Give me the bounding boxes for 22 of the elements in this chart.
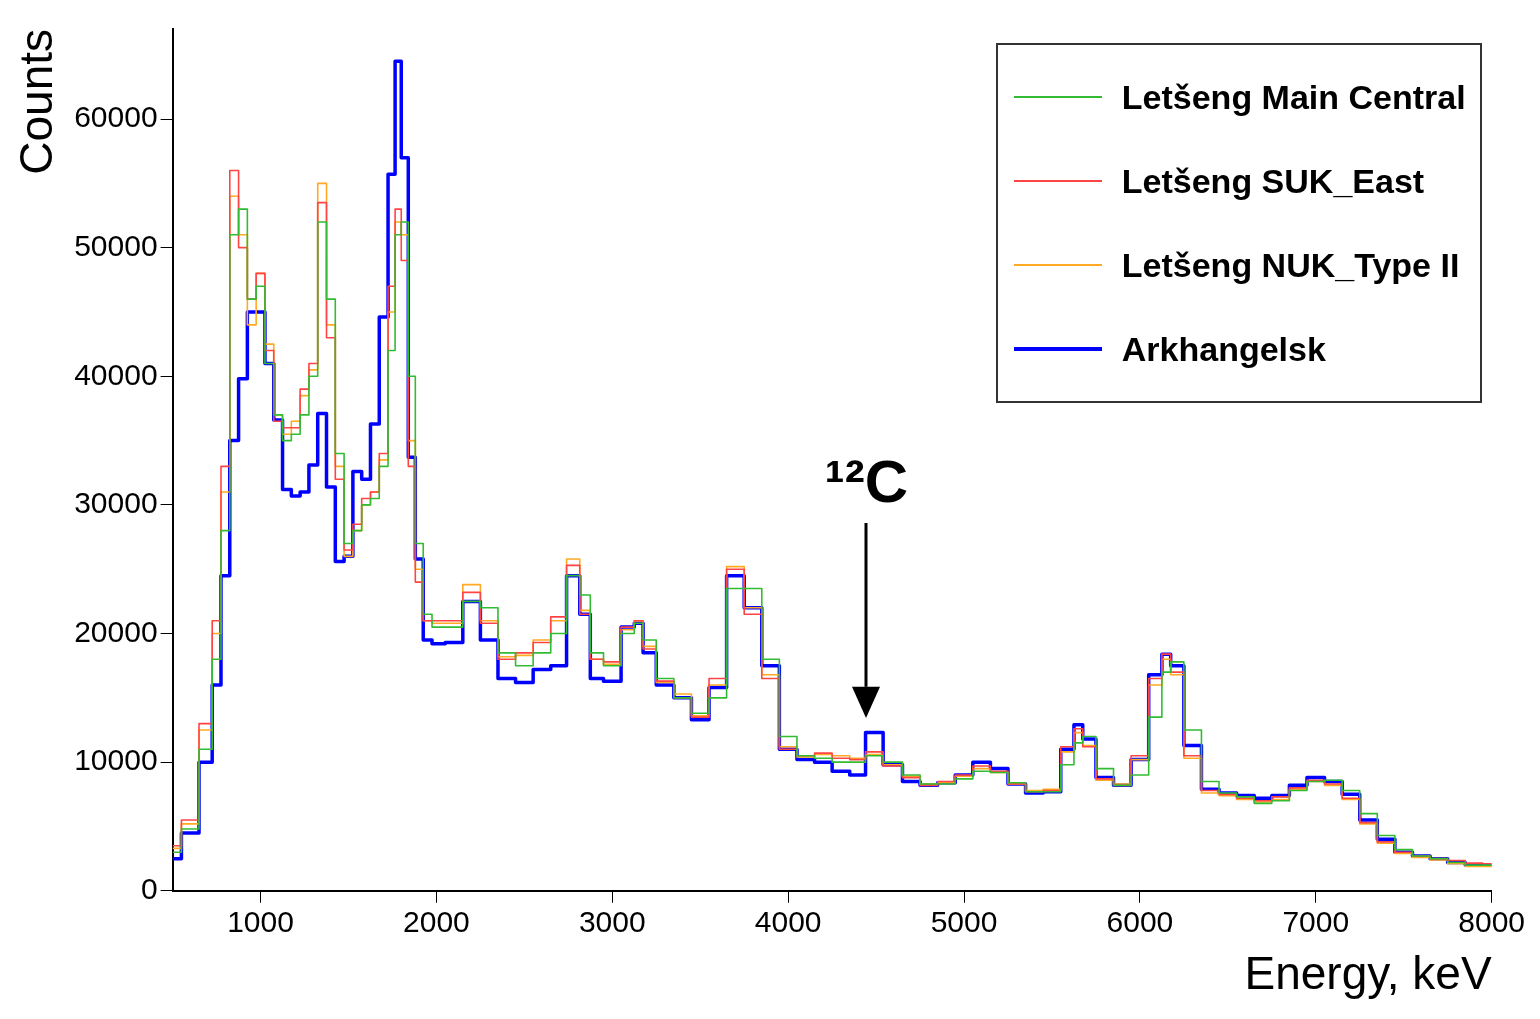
legend-label: Arkhangelsk	[1121, 329, 1326, 369]
legend-label: Letšeng SUK_East	[1121, 161, 1425, 201]
x-tick-label: 1000	[227, 905, 294, 939]
y-tick-label: 30000	[74, 486, 158, 520]
legend-label: Letšeng Main Central	[1121, 77, 1466, 117]
y-tick-label: 60000	[74, 100, 158, 134]
y-axis-title: Counts	[10, 29, 63, 175]
y-tick-label: 10000	[74, 743, 158, 777]
y-tick-label: 40000	[74, 357, 158, 391]
legend-label: Letšeng NUK_Type II	[1121, 245, 1460, 285]
x-tick-label: 5000	[930, 905, 998, 939]
y-tick-label: 0	[140, 872, 158, 906]
x-tick-label: 8000	[1458, 905, 1526, 939]
x-tick-label: 6000	[1106, 905, 1174, 939]
x-tick-label: 7000	[1282, 905, 1350, 939]
y-tick-label: 20000	[74, 614, 158, 648]
annotation: ¹²C	[824, 447, 909, 515]
x-tick-label: 2000	[403, 905, 470, 939]
y-tick-label: 50000	[74, 228, 158, 262]
x-tick-label: 3000	[578, 905, 646, 939]
x-tick-label: 4000	[754, 905, 822, 939]
x-axis-title: Energy, keV	[1244, 947, 1492, 1000]
